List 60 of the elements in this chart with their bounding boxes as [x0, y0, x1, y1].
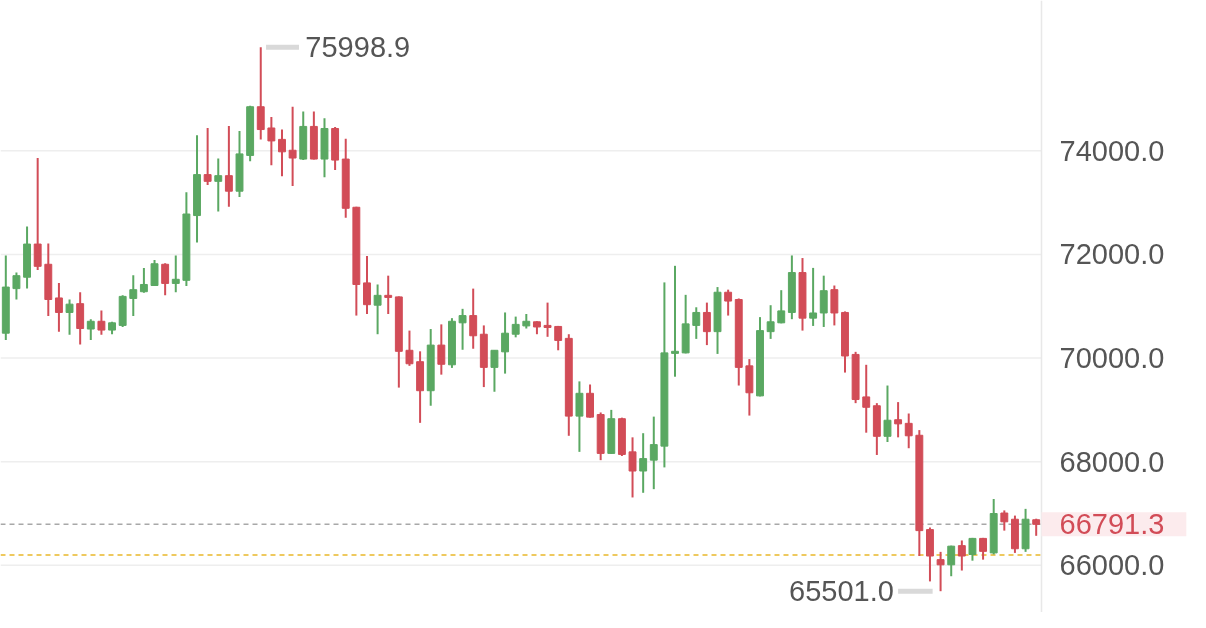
ref-line-label: 66791.3	[1059, 508, 1165, 541]
candlestick	[384, 274, 393, 316]
candlestick	[437, 323, 446, 376]
candlestick	[862, 363, 871, 434]
candlestick	[554, 324, 563, 352]
candlestick	[129, 274, 138, 318]
candlestick	[809, 266, 818, 327]
candlestick	[139, 266, 148, 294]
candlestick	[224, 124, 233, 208]
candlestick	[267, 116, 276, 167]
candlestick	[288, 105, 297, 188]
y-tick-label: 72000.0	[1059, 238, 1165, 271]
y-tick-label: 66000.0	[1059, 549, 1165, 582]
candlestick	[628, 436, 637, 499]
candlestick	[575, 380, 584, 453]
candlestick	[702, 301, 711, 347]
candlestick	[777, 289, 786, 325]
candlestick	[12, 271, 21, 301]
candlestick	[830, 284, 839, 327]
annotation: 75998.9	[305, 31, 411, 64]
candlestick	[54, 281, 63, 333]
candlestick	[97, 309, 106, 336]
candlestick	[904, 412, 913, 450]
candlestick	[543, 301, 552, 338]
annotation: 65501.0	[789, 575, 894, 608]
candlestick	[458, 307, 467, 351]
candlestick	[150, 259, 159, 288]
candlestick	[214, 157, 223, 213]
candlestick	[1000, 509, 1009, 532]
candlestick	[766, 304, 775, 340]
candlestick	[936, 550, 945, 593]
y-tick-label: 74000.0	[1059, 134, 1165, 167]
candlestick	[639, 432, 648, 494]
candlestick	[883, 384, 892, 444]
candlestick	[649, 415, 658, 491]
candlestick	[469, 287, 478, 350]
candlestick	[947, 544, 956, 578]
candlestick	[501, 311, 510, 375]
candlestick	[490, 349, 499, 393]
candlestick	[511, 315, 520, 339]
candlestick	[65, 298, 74, 336]
candlestick	[171, 254, 180, 294]
candlestick	[671, 264, 679, 378]
y-tick-label: 68000.0	[1059, 445, 1165, 478]
candlestick	[373, 283, 382, 336]
candlestick	[256, 46, 265, 141]
candlestick	[894, 401, 903, 439]
candlestick	[819, 274, 828, 328]
candlestick	[86, 318, 95, 341]
y-tick-label: 70000.0	[1059, 342, 1165, 375]
candlestick	[724, 288, 733, 317]
candlestick	[278, 128, 286, 178]
candlestick	[586, 383, 594, 419]
candlestick	[203, 126, 212, 186]
candlestick	[33, 157, 42, 271]
candlestick	[692, 306, 701, 340]
candlestick	[405, 329, 414, 367]
candlestick	[161, 262, 170, 297]
candlestick	[363, 254, 371, 316]
candlestick	[957, 539, 966, 572]
